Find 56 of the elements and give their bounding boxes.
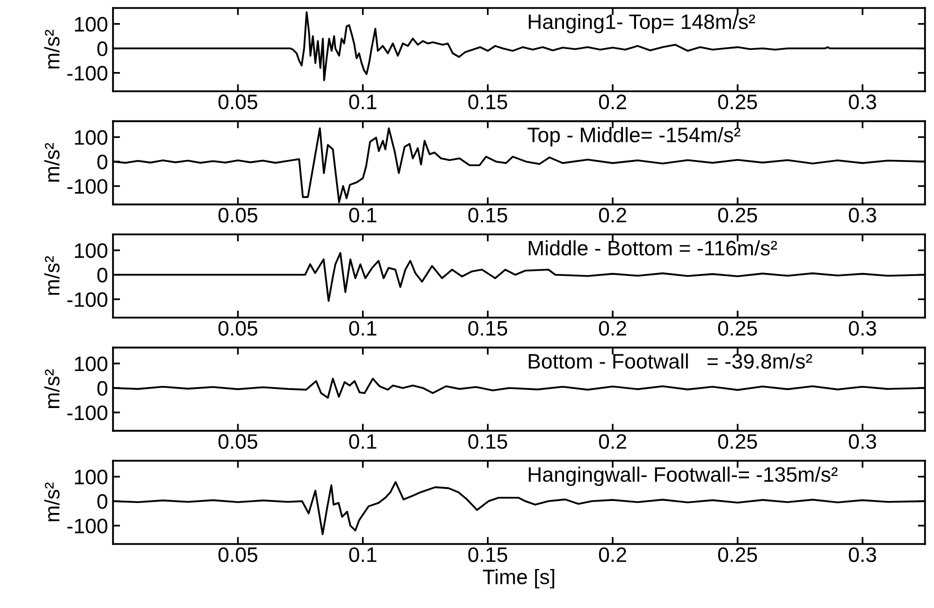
y-tick-label: 0: [97, 494, 108, 509]
y-tick-label: -100: [67, 518, 108, 534]
x-tick-label: 0.3: [848, 547, 876, 562]
y-tick-label: 100: [74, 130, 108, 145]
x-tick-label: 0.05: [218, 94, 258, 110]
x-tick-label: 0.3: [848, 434, 876, 449]
annotation: Hanging1- Top= 148m/s²: [528, 14, 756, 34]
x-tick-label: 0.3: [848, 94, 876, 110]
x-tick-label: 0.1: [349, 94, 376, 110]
y-axis-title: m/s²: [44, 142, 60, 182]
x-tick-label: 0.1: [349, 547, 376, 562]
y-axis-title: m/s²: [44, 482, 60, 522]
y-axis-title: m/s²: [44, 369, 60, 408]
x-tick-label: 0.2: [599, 547, 626, 562]
annotation: Bottom - Footwall = -39.8m/s²: [528, 353, 812, 369]
y-tick-label: 100: [74, 243, 108, 258]
x-axis-title: Time [s]: [482, 568, 554, 588]
x-tick-label: 0.3: [848, 208, 876, 223]
y-axis-title: m/s²: [44, 256, 60, 295]
y-tick-label: -100: [67, 66, 108, 81]
y-tick-label: 0: [97, 380, 108, 396]
x-tick-label: 0.15: [468, 434, 508, 449]
y-tick-label: 100: [74, 16, 108, 32]
x-tick-label: 0.15: [468, 94, 508, 110]
x-tick-label: 0.1: [349, 320, 376, 336]
x-tick-label: 0.15: [468, 547, 508, 562]
x-tick-label: 0.25: [718, 208, 758, 223]
x-tick-label: 0.05: [218, 208, 258, 223]
x-tick-label: 0.1: [349, 434, 376, 449]
y-tick-label: 0: [97, 154, 108, 170]
x-tick-label: 0.25: [718, 94, 758, 110]
y-axis-title: m/s²: [44, 30, 60, 68]
x-tick-label: 0.05: [218, 434, 258, 449]
x-tick-label: 0.25: [718, 434, 758, 449]
annotation: Top - Middle= -154m/s²: [528, 127, 740, 146]
y-tick-label: 100: [74, 470, 108, 484]
x-tick-label: 0.2: [599, 208, 626, 223]
x-tick-label: 0.2: [599, 94, 626, 110]
x-tick-label: 0.2: [599, 320, 626, 336]
x-tick-label: 0.2: [599, 434, 626, 449]
x-tick-label: 0.15: [468, 320, 508, 336]
y-tick-label: 0: [97, 41, 108, 56]
y-tick-label: -100: [67, 292, 108, 308]
y-tick-label: 100: [74, 356, 108, 372]
x-tick-label: 0.15: [468, 208, 508, 223]
x-tick-label: 0.05: [218, 547, 258, 562]
x-tick-label: 0.25: [718, 547, 758, 562]
x-tick-label: 0.25: [718, 320, 758, 336]
annotation: Hangingwall- Footwall-= -135m/s²: [528, 466, 838, 486]
annotation: Middle - Bottom = -116m/s²: [528, 240, 778, 256]
y-tick-label: -100: [67, 405, 108, 420]
y-tick-label: -100: [67, 179, 108, 194]
y-tick-label: 0: [97, 268, 108, 283]
x-tick-label: 0.05: [218, 320, 258, 336]
x-tick-label: 0.3: [848, 320, 876, 336]
x-tick-label: 0.1: [349, 208, 376, 223]
